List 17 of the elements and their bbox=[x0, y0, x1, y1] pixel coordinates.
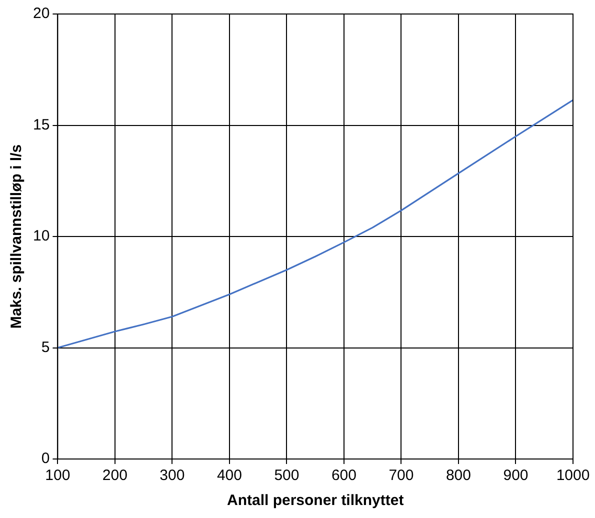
x-tick-label: 200 bbox=[102, 467, 128, 484]
x-tick-label: 500 bbox=[274, 467, 300, 484]
x-tick-label: 100 bbox=[45, 467, 70, 484]
x-axis-title: Antall personer tilknyttet bbox=[226, 492, 404, 510]
x-tick-label: 600 bbox=[331, 467, 356, 484]
y-tick-label: 15 bbox=[32, 116, 50, 134]
x-tick-label: 800 bbox=[446, 467, 471, 484]
x-tick-label: 400 bbox=[216, 467, 242, 484]
x-tick-label: 700 bbox=[388, 467, 414, 484]
x-tick-label: 300 bbox=[160, 467, 185, 484]
y-tick-label: 0 bbox=[41, 450, 50, 468]
x-tick-label: 1000 bbox=[556, 467, 590, 484]
x-tick-label: 900 bbox=[503, 467, 528, 484]
y-tick-label: 5 bbox=[41, 338, 50, 356]
y-axis-title: Maks. spillvannstilløp i l/s bbox=[8, 144, 26, 329]
y-tick-label: 20 bbox=[32, 5, 50, 22]
y-tick-label: 10 bbox=[32, 228, 50, 245]
